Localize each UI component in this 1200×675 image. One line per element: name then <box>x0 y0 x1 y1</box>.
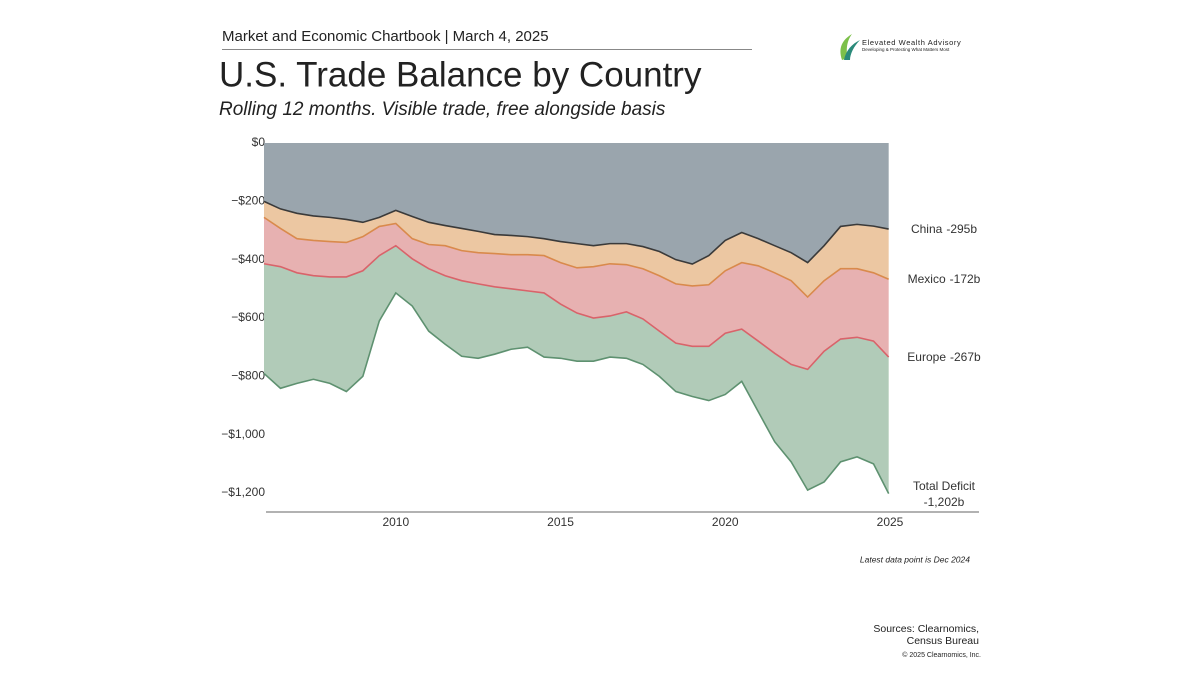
series-name: Europe <box>907 350 946 364</box>
value-label: -267b <box>950 350 981 364</box>
y-tick-label: −$400 <box>231 252 265 266</box>
area-band <box>264 201 889 298</box>
copyright: © 2025 Clearnomics, Inc. <box>902 651 981 659</box>
chart-title: U.S. Trade Balance by Country <box>219 55 702 94</box>
x-tick-label: 2015 <box>547 515 574 529</box>
total-label: Total Deficit <box>913 479 976 493</box>
x-tick-label: 2025 <box>877 515 904 529</box>
series-name: China <box>911 222 943 236</box>
x-tick-label: 2020 <box>712 515 739 529</box>
logo: Elevated Wealth Advisory Developing & Pr… <box>840 34 961 60</box>
area-band <box>264 245 889 494</box>
area-line <box>263 216 889 299</box>
logo-tagline: Developing & Protecting What Matters Mos… <box>862 47 950 52</box>
value-label: -295b <box>946 222 977 236</box>
series-name: Mexico <box>908 272 946 286</box>
y-tick-label: −$1,000 <box>221 427 265 441</box>
y-tick-label: −$800 <box>231 369 265 383</box>
y-tick-label: −$200 <box>231 194 265 208</box>
end-label: China -295b <box>911 222 977 236</box>
logo-name: Elevated Wealth Advisory <box>862 38 961 47</box>
total-value: -1,202b <box>924 495 965 509</box>
end-label: Mexico -172b <box>908 272 981 286</box>
x-tick-label: 2010 <box>382 515 409 529</box>
area-band <box>264 143 889 265</box>
area-line <box>263 244 890 371</box>
sources: Census Bureau <box>907 635 980 647</box>
y-tick-label: $0 <box>252 135 266 149</box>
note: Latest data point is Dec 2024 <box>860 554 970 564</box>
logo-leaf <box>840 34 852 60</box>
logo-leaf <box>844 40 860 60</box>
value-label: -172b <box>950 272 981 286</box>
end-label: Europe -267b <box>907 350 981 364</box>
header: Market and Economic Chartbook | March 4,… <box>222 28 549 45</box>
area-line <box>263 200 889 265</box>
y-tick-label: −$1,200 <box>221 485 265 499</box>
area-line <box>263 291 890 494</box>
chart-subtitle: Rolling 12 months. Visible trade, free a… <box>219 99 666 120</box>
sources: Sources: Clearnomics, <box>873 623 979 635</box>
plot: $0 −$200 −$400 −$600 −$800 −$1,000 −$1,200 2010… <box>221 135 981 529</box>
y-tick-label: −$600 <box>231 310 265 324</box>
